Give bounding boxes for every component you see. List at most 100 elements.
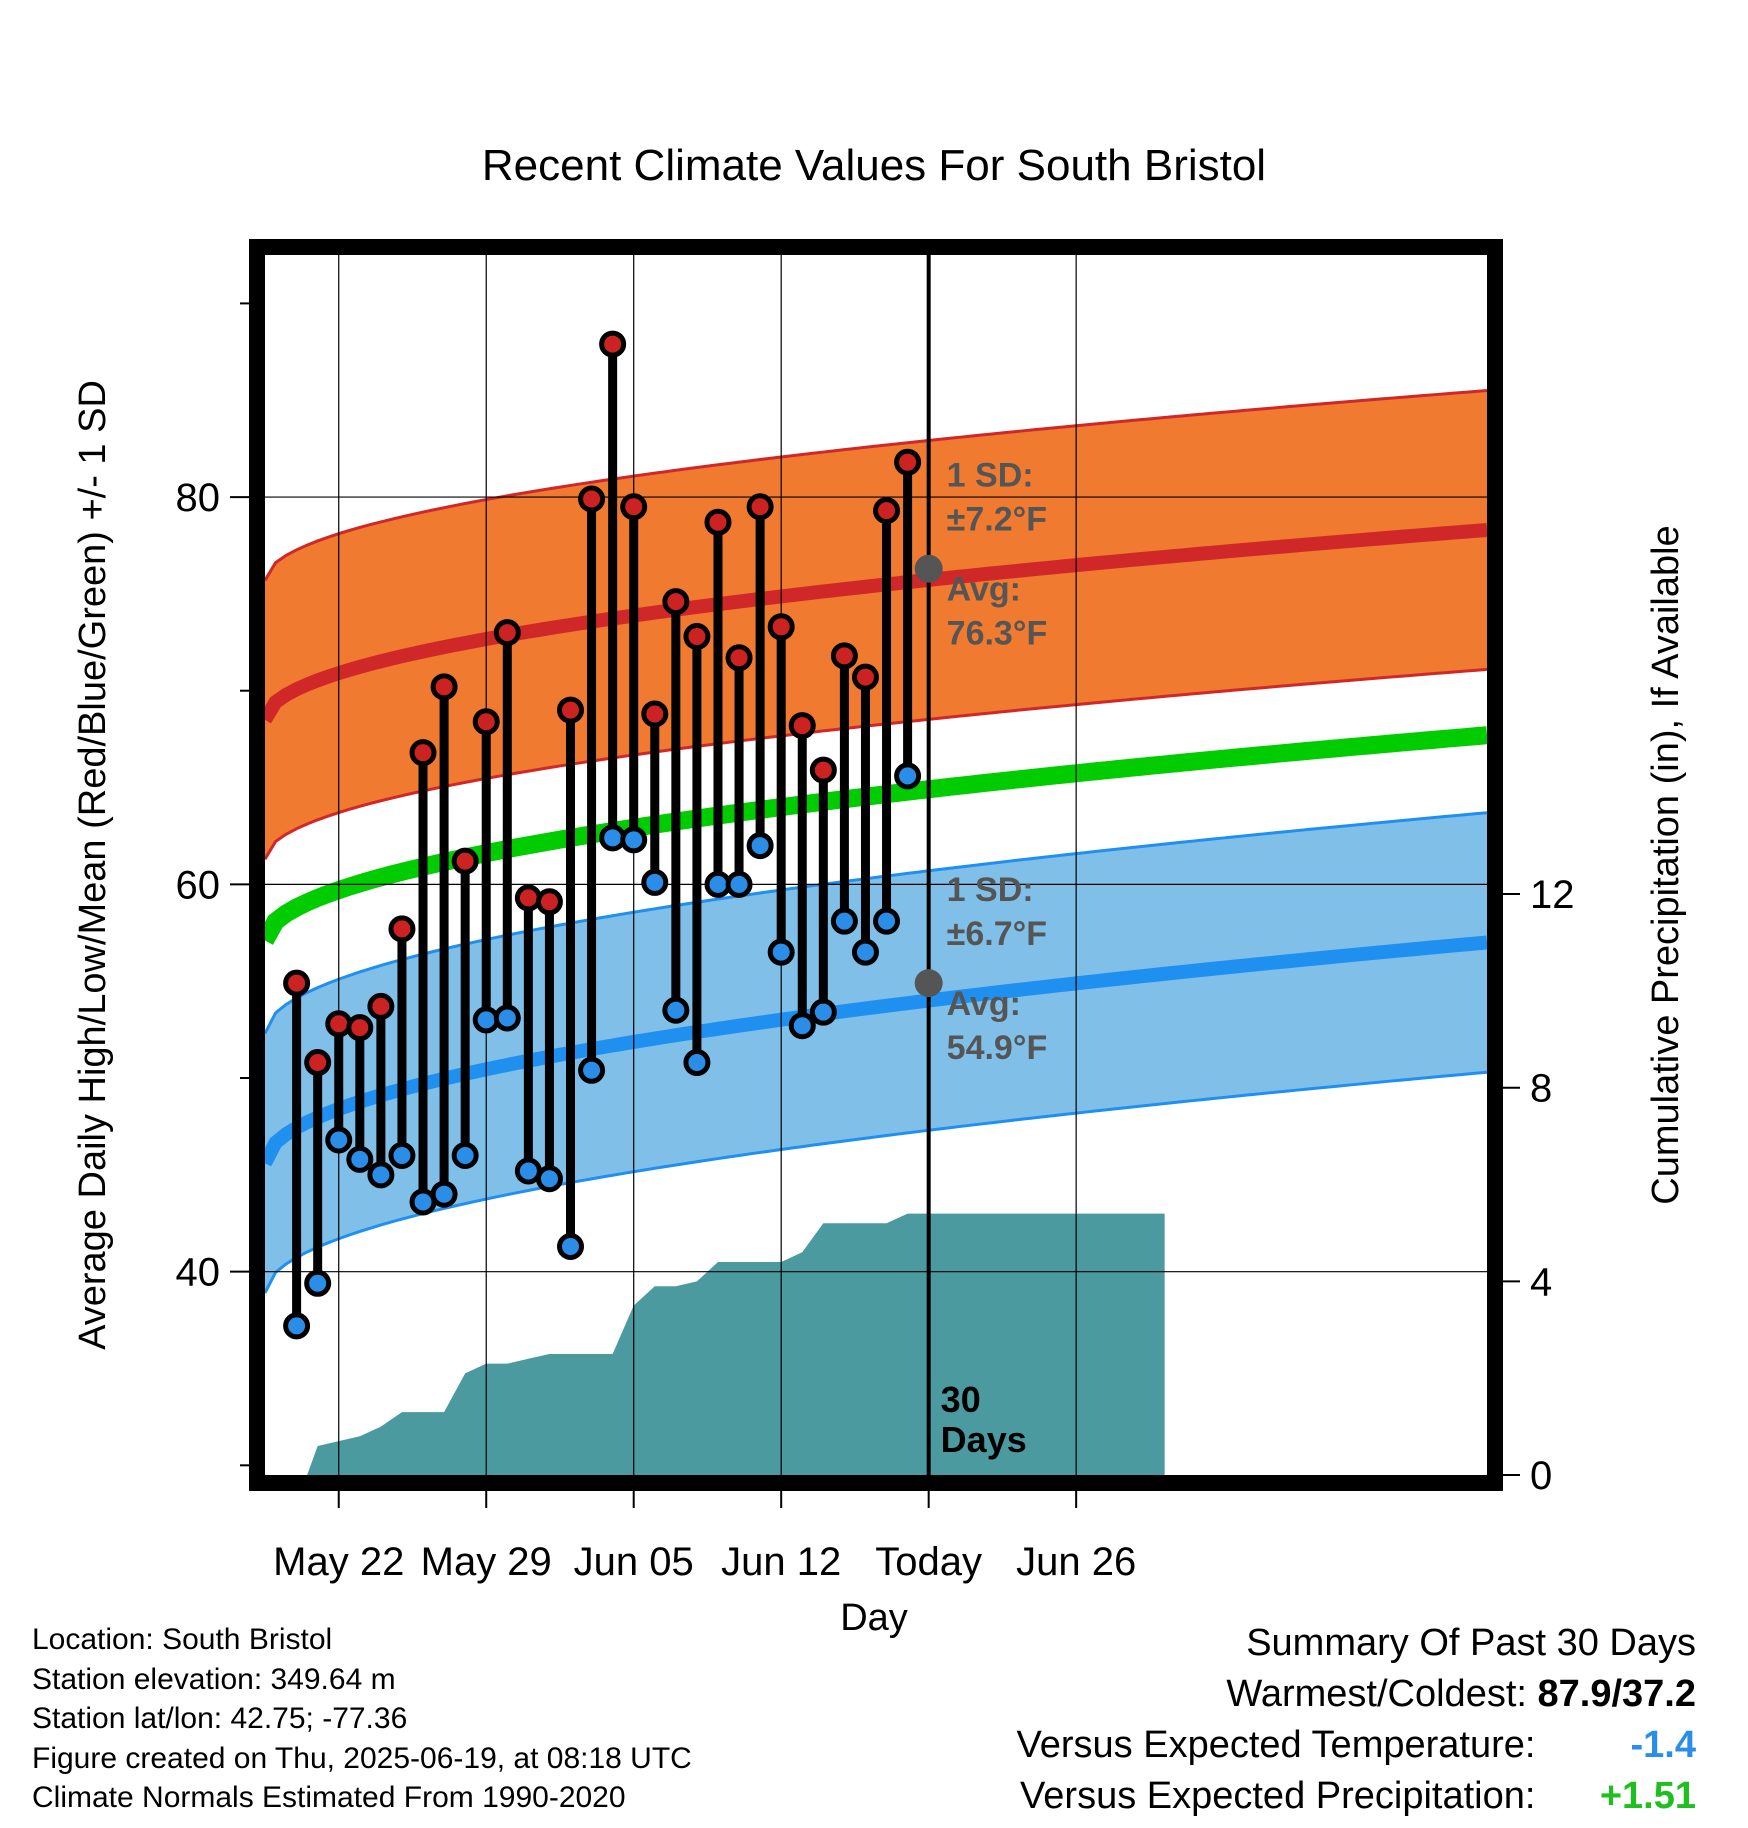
daily-high-point [620, 493, 648, 521]
daily-high-point [493, 619, 521, 647]
high-avg-value: 76.3°F [947, 615, 1048, 653]
precip-value: +1.51 [1599, 1775, 1696, 1817]
daily-low-point [578, 1056, 606, 1084]
daily-high-point [725, 644, 753, 672]
high-avg-label: Avg: [947, 571, 1021, 609]
info-elevation: Station elevation: 349.64 m [32, 1662, 396, 1696]
daily-high-point [894, 448, 922, 476]
normal-high-sd-band-lower-edge [265, 667, 1487, 860]
daily-high-point [388, 915, 416, 943]
normal-high-sd-band-upper-edge [265, 389, 1487, 582]
y-left-tick-label: 60 [176, 863, 221, 907]
daily-low-point [620, 826, 648, 854]
x-tick-label: May 22 [273, 1540, 404, 1584]
chart-title: Recent Climate Values For South Bristol [482, 141, 1266, 190]
daily-high-point [578, 485, 606, 513]
daily-high-point [557, 696, 584, 724]
station-info: Location: South Bristol Station elevatio… [32, 1620, 692, 1818]
daily-low-point [325, 1126, 353, 1154]
warm-cold-value: 87.9/37.2 [1537, 1673, 1696, 1715]
daily-high-point [283, 969, 311, 997]
low-avg-label: Avg: [947, 985, 1021, 1023]
y-right-tick-label: 8 [1530, 1067, 1552, 1111]
daily-low-point [599, 824, 627, 852]
daily-high-point [683, 622, 711, 650]
y-left-tick-label: 40 [176, 1251, 221, 1295]
x-tick-label: Jun 26 [1016, 1540, 1136, 1584]
info-normals: Climate Normals Estimated From 1990-2020 [32, 1781, 626, 1814]
normal-low-sd-band-lower-edge [265, 1070, 1487, 1294]
high-sd-label: 1 SD: [947, 457, 1034, 495]
today-normal-high-marker [914, 554, 943, 583]
daily-high-point [346, 1014, 374, 1042]
daily-low-point [873, 907, 901, 935]
info-created: Figure created on Thu, 2025-06-19, at 08… [32, 1741, 692, 1775]
daily-high-point [662, 588, 690, 616]
summary-heading: Summary Of Past 30 Days [1246, 1622, 1696, 1664]
y-right-tick-label: 12 [1530, 873, 1575, 917]
info-latlon: Station lat/lon: 42.75; -77.36 [32, 1702, 408, 1735]
daily-low-point [683, 1049, 711, 1077]
daily-low-point [851, 938, 879, 966]
daily-low-point [472, 1006, 500, 1034]
daily-high-point [535, 888, 563, 916]
daily-high-point [325, 1010, 353, 1038]
summary-panel: Summary Of Past 30 Days Warmest/Coldest:… [1017, 1618, 1696, 1822]
today-normal-low-marker [914, 969, 943, 998]
daily-low-point [388, 1141, 416, 1169]
temp-value: -1.4 [1630, 1724, 1696, 1766]
daily-high-point [367, 992, 395, 1020]
daily-high-point [451, 847, 479, 875]
daily-high-point [641, 700, 669, 728]
low-sd-label: 1 SD: [947, 871, 1034, 909]
x-tick-label: Jun 05 [574, 1540, 694, 1584]
normal-high-line [265, 523, 1487, 724]
daily-low-point [788, 1012, 816, 1040]
daily-high-point [788, 712, 816, 740]
daily-high-point [304, 1049, 332, 1077]
daily-low-point [662, 996, 690, 1024]
y-right-tick-label: 4 [1530, 1260, 1552, 1304]
daily-low-point [894, 762, 922, 790]
high-sd-value: ±7.2°F [947, 501, 1047, 539]
warm-cold-label: Warmest/Coldest: [1226, 1673, 1527, 1715]
daily-low-point [451, 1141, 479, 1169]
daily-low-point [304, 1269, 332, 1297]
daily-high-point [704, 508, 732, 536]
daily-high-point [599, 330, 627, 358]
daily-high-point [873, 497, 901, 525]
info-location: Location: South Bristol [32, 1623, 333, 1656]
daily-high-point [809, 756, 837, 784]
daily-low-point [809, 998, 837, 1026]
daily-high-point [830, 642, 858, 670]
x-tick-label: Jun 12 [721, 1540, 841, 1584]
y-axis-label-left: Average Daily High/Low/Mean (Red/Blue/Gr… [72, 380, 114, 1350]
y-right-tick-label: 0 [1530, 1454, 1552, 1498]
days-label-text: Days [941, 1419, 1027, 1460]
temp-label: Versus Expected Temperature: [1016, 1724, 1536, 1766]
summary-precip: Versus Expected Precipitation: +1.51 [1017, 1771, 1696, 1822]
x-axis-label: Day [840, 1597, 908, 1639]
daily-low-point [493, 1004, 521, 1032]
daily-low-point [346, 1145, 374, 1173]
y-axis-label-right: Cumulative Precipitation (in), If Availa… [1645, 525, 1687, 1204]
daily-low-point [830, 907, 858, 935]
daily-low-point [767, 938, 795, 966]
daily-low-point [283, 1312, 311, 1340]
daily-high-point [430, 673, 458, 701]
days-label-number: 30 [941, 1379, 981, 1420]
daily-high-point [409, 739, 437, 767]
daily-low-point [641, 868, 669, 896]
x-tick-label: Today [875, 1540, 982, 1584]
precip-area [286, 1213, 1165, 1475]
low-sd-value: ±6.7°F [947, 915, 1047, 953]
daily-high-point [514, 884, 542, 912]
summary-warm-cold: Warmest/Coldest: 87.9/37.2 [1017, 1669, 1696, 1720]
daily-low-point [367, 1161, 395, 1189]
daily-low-point [557, 1232, 584, 1260]
daily-low-point [746, 832, 774, 860]
daily-high-point [767, 613, 795, 641]
daily-high-point [851, 663, 879, 691]
daily-high-point [746, 493, 774, 521]
summary-temp: Versus Expected Temperature: -1.4 [1017, 1720, 1696, 1771]
